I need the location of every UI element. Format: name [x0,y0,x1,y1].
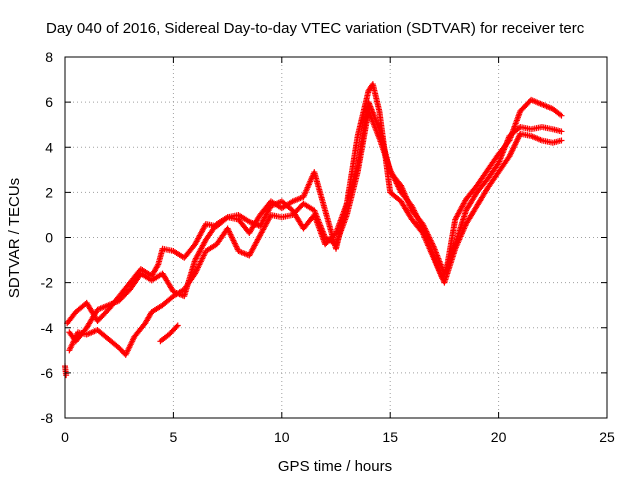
y-tick-label: -2 [41,275,54,291]
data-layer [62,81,565,379]
grid-layer [65,57,607,418]
y-axis-title: SDTVAR / TECUs [6,178,23,298]
data-point [116,345,123,352]
data-point [118,347,125,354]
data-point [173,323,180,330]
x-tick-label: 5 [170,429,178,445]
y-tick-label: -6 [41,365,54,381]
y-tick-label: 4 [45,139,53,155]
x-tick-label: 15 [382,429,398,445]
data-point [117,346,124,353]
x-tick-label: 10 [274,429,290,445]
x-tick-label: 20 [491,429,507,445]
y-tick-label: 2 [45,184,53,200]
data-point [174,322,181,329]
series-track-e [62,363,70,379]
data-point [558,112,565,119]
x-tick-label: 0 [61,429,69,445]
y-tick-label: -8 [41,410,54,426]
y-tick-label: 0 [45,230,53,246]
tick-layer: 0 5 10 15 20 25 -8 -6 -4 -2 0 2 4 6 8 [41,49,615,445]
x-axis-title: GPS time / hours [278,458,392,475]
data-point [558,137,565,144]
chart-title: Day 040 of 2016, Sidereal Day-to-day VTE… [46,20,585,37]
data-point [558,128,565,135]
x-tick-label: 25 [599,429,615,445]
series-track-b [66,99,565,345]
series-track-d [157,322,181,345]
series-track-c [66,108,565,358]
y-tick-label: 8 [45,49,53,65]
series-track-a [64,81,565,327]
y-tick-label: 6 [45,94,53,110]
y-tick-label: -4 [41,320,54,336]
